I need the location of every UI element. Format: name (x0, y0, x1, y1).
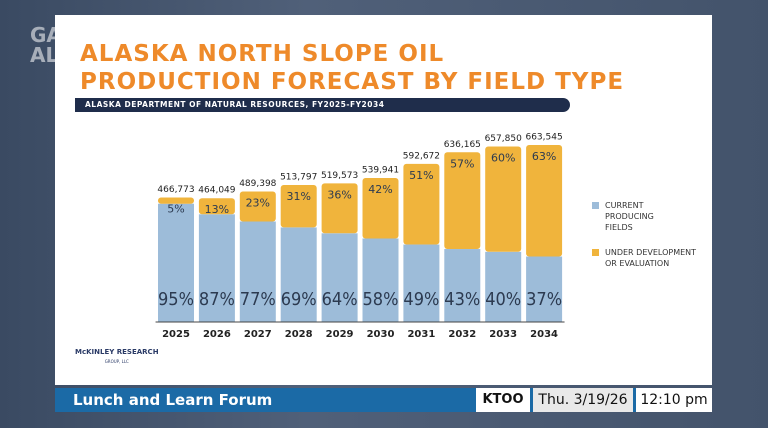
bar-segment (444, 249, 481, 322)
value-label: 63% (532, 150, 556, 163)
value-label: 51% (409, 169, 433, 182)
program-name: Lunch and Learn Forum (73, 391, 273, 409)
title-line: PRODUCTION FORECAST BY FIELD TYPE (80, 69, 625, 95)
x-tick-label: 2025 (162, 329, 190, 340)
legend-item: UNDER DEVELOPMENT OR EVALUATION (592, 247, 700, 269)
value-label: 87% (199, 289, 235, 310)
total-label: 592,672 (403, 151, 440, 161)
bar-segment (444, 152, 481, 250)
total-label: 513,797 (280, 172, 317, 182)
bar-segment (321, 233, 358, 322)
chart-title: ALASKA NORTH SLOPE OIL PRODUCTION FORECA… (80, 40, 624, 96)
legend-swatch (592, 249, 599, 256)
bar-segment (198, 214, 235, 322)
bar-segment (158, 197, 194, 204)
value-label: 43% (444, 289, 480, 310)
total-label: 489,398 (239, 179, 276, 189)
legend-swatch (592, 202, 599, 209)
value-label: 31% (286, 190, 310, 203)
total-label: 464,049 (198, 186, 235, 196)
bar-segment (321, 183, 358, 234)
logo-line: McKINLEY RESEARCH (75, 348, 159, 356)
value-label: 58% (363, 289, 399, 310)
time: 12:10 pm (636, 388, 712, 412)
total-label: 539,941 (362, 165, 399, 175)
subtitle-bar: ALASKA DEPARTMENT OF NATURAL RESOURCES, … (75, 98, 570, 112)
bar-segment (526, 256, 563, 322)
total-label: 663,545 (525, 133, 562, 143)
value-label: 5% (167, 202, 184, 215)
bar-segment (403, 163, 440, 245)
x-tick-label: 2033 (489, 329, 517, 340)
value-label: 69% (281, 289, 317, 310)
watermark-line: ALASKA (30, 43, 120, 67)
legend-label: CURRENT PRODUCING FIELDS (605, 201, 654, 232)
total-label: 657,850 (485, 134, 522, 144)
legend: CURRENT PRODUCING FIELDS UNDER DEVELOPME… (592, 200, 700, 269)
date: Thu. 3/19/26 (533, 388, 633, 412)
watermark-line: GAVEL (30, 23, 103, 47)
value-label: 64% (322, 289, 358, 310)
value-label: 60% (491, 152, 515, 165)
legend-item: CURRENT PRODUCING FIELDS (592, 200, 700, 233)
value-label: 95% (158, 289, 194, 310)
value-label: 40% (485, 289, 521, 310)
bar-segment (198, 198, 235, 215)
x-tick-label: 2032 (448, 329, 476, 340)
watermark: GAVEL ALASKA (30, 25, 119, 65)
x-tick-label: 2031 (407, 329, 435, 340)
value-label: 42% (368, 183, 392, 196)
legend-label: UNDER DEVELOPMENT OR EVALUATION (605, 248, 697, 268)
title-line: ALASKA NORTH SLOPE OIL (80, 41, 445, 67)
bar-segment (280, 227, 317, 322)
station: KTOO (476, 388, 530, 412)
bar-segment (158, 203, 194, 322)
bar-segment (362, 238, 399, 322)
bar-segment (239, 191, 276, 222)
value-label: 36% (327, 188, 351, 201)
bar-segment (403, 244, 440, 322)
x-tick-label: 2034 (530, 329, 558, 340)
total-label: 519,573 (321, 171, 358, 181)
value-label: 23% (246, 196, 270, 209)
bar-segment (485, 251, 522, 322)
bar-segment (362, 177, 399, 239)
bar-segment (280, 184, 317, 228)
value-label: 77% (240, 289, 276, 310)
bar-segment (485, 146, 522, 252)
total-label: 636,165 (444, 140, 481, 150)
x-tick-label: 2028 (285, 329, 313, 340)
x-tick-label: 2030 (367, 329, 395, 340)
x-tick-label: 2027 (244, 329, 272, 340)
x-tick-label: 2029 (326, 329, 354, 340)
value-label: 49% (403, 289, 439, 310)
value-label: 57% (450, 157, 474, 170)
x-tick-label: 2026 (203, 329, 231, 340)
logo-line: GROUP, LLC (104, 359, 129, 364)
value-label: 37% (526, 289, 562, 310)
total-label: 466,773 (157, 185, 194, 195)
bar-segment (526, 145, 563, 257)
bar-segment (239, 221, 276, 322)
logo: McKINLEY RESEARCH GROUP, LLC (75, 348, 159, 366)
value-label: 13% (205, 203, 229, 216)
